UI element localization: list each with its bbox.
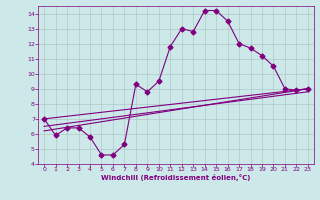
X-axis label: Windchill (Refroidissement éolien,°C): Windchill (Refroidissement éolien,°C) [101,174,251,181]
